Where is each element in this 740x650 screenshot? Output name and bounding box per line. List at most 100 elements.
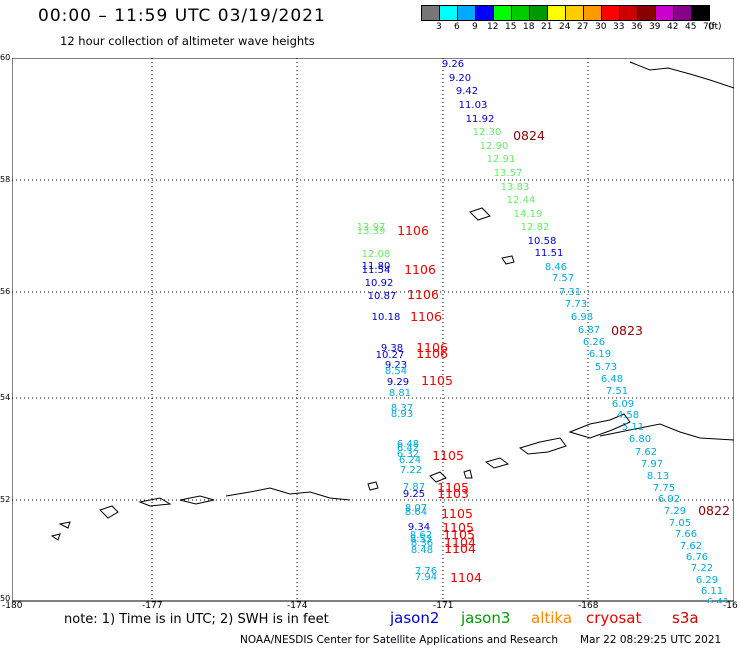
colorbar-unit: (ft) [708, 22, 722, 32]
wave-height-label: 6.41 [707, 597, 729, 603]
colorbar-swatch [637, 5, 656, 21]
colorbar-tick-label: 21 [541, 22, 553, 32]
wave-height-label: 6.87 [578, 325, 600, 336]
wave-height-label: 13.97 [357, 222, 386, 233]
colorbar-swatch [655, 5, 674, 21]
wave-height-label: 5.73 [595, 362, 617, 373]
wave-height-label: 7.62 [635, 447, 657, 458]
wave-height-label: 9.34 [408, 522, 430, 533]
pass-time-label: 1104 [444, 535, 476, 550]
x-tick-174: -174 [287, 601, 308, 611]
wave-height-label: 9.20 [449, 73, 471, 84]
colorbar-swatch [583, 5, 602, 21]
x-tick-168: -168 [578, 601, 599, 611]
colorbar-swatch [493, 5, 512, 21]
wave-height-label: 7.87 [403, 482, 425, 493]
wave-height-label: 14.19 [514, 209, 543, 220]
timestamp-text: Mar 22 08:29:25 UTC 2021 [580, 634, 722, 646]
wave-height-label: 11.92 [466, 114, 495, 125]
wave-height-label: 11.80 [362, 261, 391, 272]
colorbar-tick-label: 24 [559, 22, 571, 32]
map-plot: 9.26 9.20 9.42 11.03 11.92 12.30 12.90 12.91 13.… [12, 58, 734, 603]
wave-height-label: 8.53 [410, 534, 432, 545]
x-tick-177: -177 [142, 601, 163, 611]
colorbar-tick-label: 30 [595, 22, 607, 32]
wave-height-label: 11.03 [459, 100, 488, 111]
wave-height-label: 11.54 [362, 265, 391, 276]
wave-height-label: 10.87 [368, 291, 397, 302]
pass-time-label: 0823 [611, 323, 643, 338]
pass-time-label: 1104 [444, 541, 476, 556]
wave-height-label: 6.29 [696, 575, 718, 586]
pass-time-label: 1105 [437, 480, 469, 495]
colorbar-tick-label: 3 [436, 22, 442, 32]
wave-height-label: 8.48 [411, 545, 433, 556]
colorbar-swatch [511, 5, 530, 21]
wave-height-label: 12.90 [480, 141, 509, 152]
wave-height-label: 12.91 [487, 154, 516, 165]
colorbar-swatch [691, 5, 710, 21]
pass-time-label: 1106 [416, 346, 448, 361]
wave-height-label: 6.19 [589, 349, 611, 360]
wave-height-label: 7.76 [415, 566, 437, 577]
wave-height-label: 6.48 [601, 374, 623, 385]
colorbar-tick-label: 45 [685, 22, 697, 32]
wave-height-label: 7.51 [606, 386, 628, 397]
pass-time-label: 1106 [404, 262, 436, 277]
wave-height-label: 4.58 [617, 410, 639, 421]
pass-time-label: 1106 [407, 287, 439, 302]
wave-height-label: 11.51 [535, 248, 564, 259]
wave-height-label: 10.92 [365, 278, 394, 289]
wave-height-label: 6.24 [399, 455, 421, 466]
colorbar-swatch [601, 5, 620, 21]
wave-height-label: 10.18 [372, 312, 401, 323]
page-subtitle: 12 hour collection of altimeter wave hei… [60, 34, 315, 48]
colorbar-swatch [673, 5, 692, 21]
credit-text: NOAA/NESDIS Center for Satellite Applica… [240, 634, 558, 646]
colorbar-tick-label: 9 [472, 22, 478, 32]
colorbar-swatch [439, 5, 458, 21]
wave-height-label: 9.42 [456, 86, 478, 97]
wave-height-label: 12.44 [507, 195, 536, 206]
wave-height-label: 9.38 [381, 343, 403, 354]
wave-height-label: 8.07 [405, 503, 427, 514]
wave-height-label: 7.73 [565, 299, 587, 310]
colorbar-swatch [457, 5, 476, 21]
pass-time-label: 1103 [437, 486, 469, 501]
wave-height-label: 12.08 [362, 249, 391, 260]
footnote: note: 1) Time is in UTC; 2) SWH is in fe… [64, 612, 329, 627]
wave-height-label: 10.58 [528, 236, 557, 247]
wave-height-label: 10.27 [376, 350, 405, 361]
wave-height-label: 7.22 [400, 465, 422, 476]
pass-time-label: 1105 [421, 373, 453, 388]
colorbar-swatch [619, 5, 638, 21]
wave-height-label: 8.81 [389, 388, 411, 399]
wave-height-label: 7.05 [669, 518, 691, 529]
wave-height-label: 8.93 [391, 409, 413, 420]
y-tick-52: 52 [0, 495, 11, 504]
wave-height-label: 7.62 [680, 541, 702, 552]
colorbar-tick-label: 6 [454, 22, 460, 32]
x-tick-16: -16 [723, 601, 738, 611]
pass-time-label: 1105 [432, 448, 464, 463]
legend-jason2: jason2 [390, 609, 440, 627]
wave-height-label: 12.30 [473, 127, 502, 138]
legend-altika: altika [531, 609, 573, 627]
wave-height-label: 6.26 [583, 337, 605, 348]
legend-cryosat: cryosat [586, 609, 642, 627]
x-tick-171: -171 [433, 601, 454, 611]
colorbar-swatch [475, 5, 494, 21]
pass-time-label: 0824 [513, 128, 545, 143]
colorbar-tick-label: 33 [613, 22, 625, 32]
wave-height-label: 7.75 [653, 483, 675, 494]
wave-height-label: 6.76 [686, 552, 708, 563]
wave-height-label: 7.57 [552, 273, 574, 284]
wave-height-label: 13.83 [501, 182, 530, 193]
wave-height-label: 13.39 [357, 226, 386, 237]
colorbar-swatch [547, 5, 566, 21]
colorbar-swatch [529, 5, 548, 21]
wave-height-label: 7.97 [641, 459, 663, 470]
wave-height-label: 7.66 [675, 529, 697, 540]
pass-time-label: 1106 [410, 309, 442, 324]
y-tick-50: 50 [0, 594, 11, 603]
